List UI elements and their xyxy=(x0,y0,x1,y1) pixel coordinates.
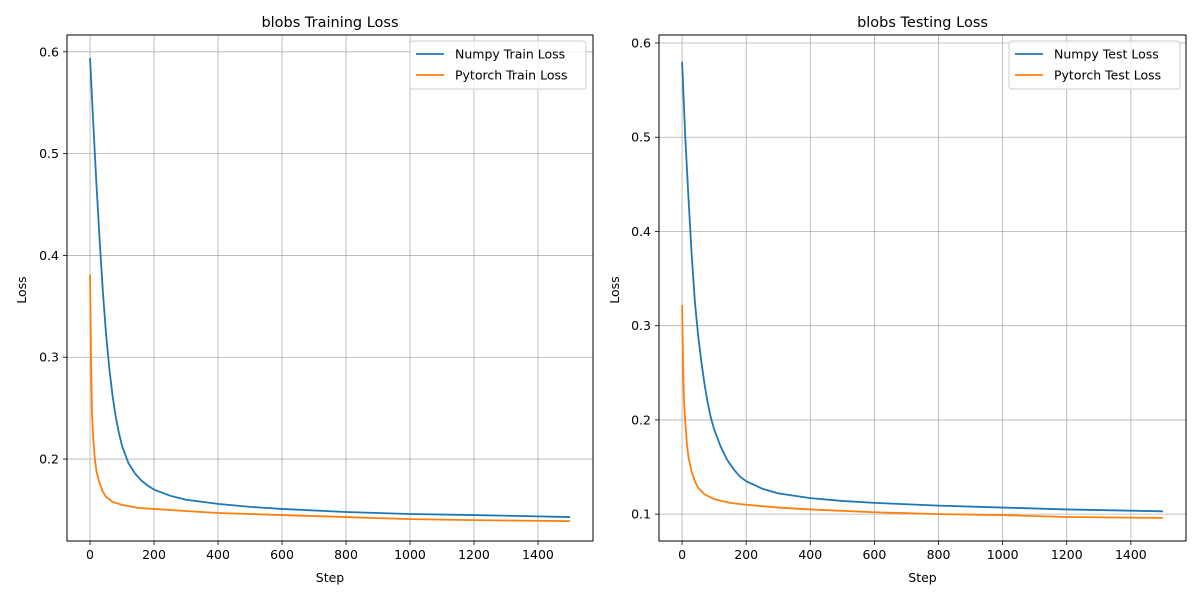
training-loss-xtick-label: 0 xyxy=(86,547,94,562)
testing-loss-title: blobs Testing Loss xyxy=(857,15,988,31)
testing-loss-legend-pytorch-label: Pytorch Test Loss xyxy=(1054,68,1161,83)
training-loss-xtick-label: 400 xyxy=(206,547,230,562)
training-loss-title: blobs Training Loss xyxy=(261,15,398,31)
training-loss-legend-box xyxy=(409,40,587,90)
testing-loss-xtick-label: 0 xyxy=(678,547,686,562)
training-loss-plot: blobs Training Loss 0 200 400 600 800 1000 120… xyxy=(14,15,594,585)
training-loss-ytick-label: 0.2 xyxy=(39,452,59,467)
testing-loss-numpy-line xyxy=(681,61,1163,513)
testing-loss-xtick-label: 600 xyxy=(862,547,886,562)
testing-loss-ytick-label: 0.6 xyxy=(631,36,651,51)
training-loss-ytick-label: 0.4 xyxy=(39,248,59,263)
testing-loss-ticks: 0 200 400 600 800 1000 1200 1400 0.1 0.2 0.3 0.4 0.5… xyxy=(631,36,1147,562)
training-loss-ytick-label: 0.3 xyxy=(39,350,59,365)
training-loss-numpy-line xyxy=(89,57,570,518)
testing-loss-ytick-label: 0.1 xyxy=(631,507,651,522)
training-loss-ytick-label: 0.6 xyxy=(39,44,59,59)
training-loss-ylabel: Loss xyxy=(14,276,29,303)
training-loss-ticks: 0 200 400 600 800 1000 1200 1400 0.2 0.3 0.4 0.5 0.6 xyxy=(39,44,554,562)
training-loss-xtick-label: 1400 xyxy=(522,547,554,562)
training-loss-xlabel: Step xyxy=(316,570,345,585)
training-loss-ytick-label: 0.5 xyxy=(39,146,59,161)
training-loss-legend-numpy-label: Numpy Train Loss xyxy=(455,47,565,62)
testing-loss-pytorch-line xyxy=(681,304,1163,519)
testing-loss-legend-box xyxy=(1008,40,1181,90)
testing-loss-plot: blobs Testing Loss 0 200 400 600 800 1000 1200… xyxy=(607,15,1187,585)
training-loss-xtick-label: 1200 xyxy=(458,547,490,562)
testing-loss-xlabel: Step xyxy=(908,570,937,585)
training-loss-xtick-label: 600 xyxy=(270,547,294,562)
testing-loss-xtick-label: 1200 xyxy=(1051,547,1083,562)
training-loss-legend: Numpy Train Loss Pytorch Train Loss xyxy=(409,40,587,90)
training-loss-xtick-label: 800 xyxy=(334,547,358,562)
training-loss-xtick-label: 200 xyxy=(142,547,166,562)
testing-loss-ytick-label: 0.5 xyxy=(631,130,651,145)
training-loss-pytorch-line xyxy=(89,274,570,523)
testing-loss-ylabel: Loss xyxy=(607,276,622,303)
testing-loss-ytick-label: 0.2 xyxy=(631,412,651,427)
testing-loss-grid xyxy=(659,35,1186,541)
testing-loss-xtick-label: 200 xyxy=(734,547,758,562)
training-loss-xtick-label: 1000 xyxy=(394,547,426,562)
testing-loss-series xyxy=(681,61,1163,519)
testing-loss-legend-numpy-label: Numpy Test Loss xyxy=(1054,47,1159,62)
testing-loss-ytick-label: 0.3 xyxy=(631,318,651,333)
testing-loss-legend: Numpy Test Loss Pytorch Test Loss xyxy=(1008,40,1181,90)
testing-loss-xtick-label: 1000 xyxy=(987,547,1019,562)
testing-loss-xtick-label: 1400 xyxy=(1115,547,1147,562)
testing-loss-xtick-label: 800 xyxy=(927,547,951,562)
training-loss-legend-pytorch-label: Pytorch Train Loss xyxy=(455,68,568,83)
training-loss-series xyxy=(89,57,570,523)
training-loss-axes-frame xyxy=(66,34,594,542)
testing-loss-xtick-label: 400 xyxy=(798,547,822,562)
testing-loss-ytick-label: 0.4 xyxy=(631,224,651,239)
testing-loss-axes-frame xyxy=(658,34,1187,542)
